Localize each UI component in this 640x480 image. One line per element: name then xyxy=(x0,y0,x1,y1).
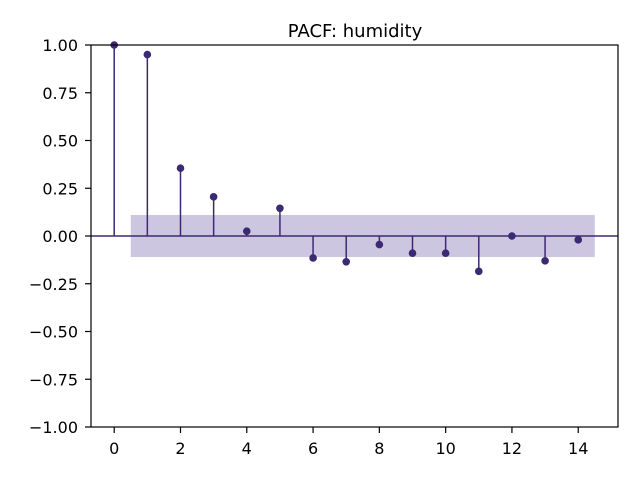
stem-marker-5 xyxy=(276,204,284,213)
stem-marker-10 xyxy=(441,249,450,257)
x-tick-label: 2 xyxy=(175,439,185,458)
y-tick-label: 1.00 xyxy=(42,36,78,55)
y-tick-label: −1.00 xyxy=(29,418,78,437)
stem-marker-4 xyxy=(242,227,251,236)
y-axis: −1.00 −0.75 −0.50 −0.25 0.00 0.25 0.50 0.75 1.00 xyxy=(29,36,91,437)
stem-marker-7 xyxy=(342,257,351,266)
stem-marker-12 xyxy=(508,232,516,240)
x-tick-label: 10 xyxy=(435,439,455,458)
y-tick-label: 0.75 xyxy=(42,84,78,103)
y-tick-label: −0.75 xyxy=(29,370,78,389)
stem-marker-3 xyxy=(209,193,218,201)
stem-marker-2 xyxy=(176,164,185,172)
x-axis: 0 2 4 6 8 10 12 14 xyxy=(109,427,588,458)
plot-area xyxy=(90,41,619,428)
x-tick-label: 8 xyxy=(374,439,384,458)
stem-marker-14 xyxy=(574,236,583,244)
x-tick-label: 12 xyxy=(502,439,522,458)
y-tick-label: 0.50 xyxy=(42,132,78,151)
x-tick-label: 6 xyxy=(308,439,318,458)
x-tick-label: 4 xyxy=(242,439,252,458)
y-tick-label: 0.25 xyxy=(42,179,78,198)
x-tick-label: 0 xyxy=(109,439,119,458)
stem-marker-9 xyxy=(408,249,417,257)
x-tick-label: 14 xyxy=(568,439,588,458)
stem-marker-1 xyxy=(143,50,152,59)
stem-marker-13 xyxy=(541,257,549,265)
y-tick-label: −0.25 xyxy=(29,275,78,294)
y-tick-label: 0.00 xyxy=(42,227,78,246)
stem-marker-6 xyxy=(309,254,317,262)
y-tick-label: −0.50 xyxy=(29,323,78,342)
chart-title: PACF: humidity xyxy=(288,21,423,42)
stem-marker-11 xyxy=(474,267,483,276)
stem-marker-8 xyxy=(375,240,384,249)
